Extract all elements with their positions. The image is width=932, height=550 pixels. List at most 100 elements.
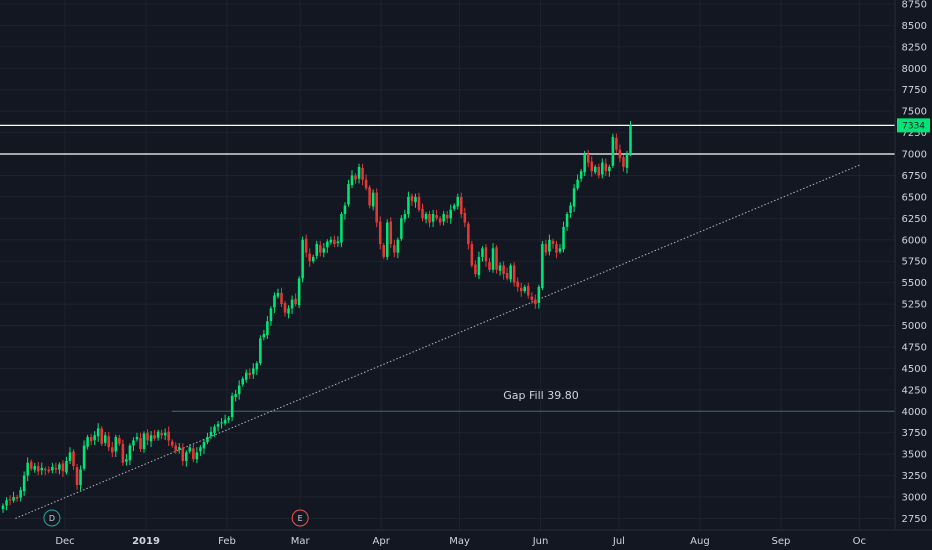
candle-body xyxy=(618,149,622,159)
candle xyxy=(385,219,389,260)
candle-body xyxy=(290,299,294,309)
candle-body xyxy=(237,385,241,395)
candle-body xyxy=(400,218,403,239)
candle xyxy=(195,447,199,464)
candle-body xyxy=(544,244,548,253)
candle xyxy=(36,461,40,476)
candle-body xyxy=(234,394,237,397)
candle-body xyxy=(562,226,565,250)
candle xyxy=(442,210,445,226)
candle-body xyxy=(297,278,301,306)
candle xyxy=(29,459,33,471)
candle xyxy=(125,454,128,466)
y-tick-label: 5250 xyxy=(902,300,927,311)
y-tick-label: 4500 xyxy=(902,364,927,375)
candle xyxy=(160,429,163,440)
candle xyxy=(44,466,47,476)
candle-body xyxy=(72,451,75,467)
candle xyxy=(467,221,470,250)
candle-body xyxy=(269,308,273,322)
candle-body xyxy=(512,265,516,283)
candle-body xyxy=(47,469,51,472)
candle xyxy=(308,248,311,267)
candle-body xyxy=(431,214,435,222)
time-axis[interactable]: Dec 2019 Feb Mar Apr May Jun Jul Aug Sep Oc xyxy=(55,536,866,547)
candle-body xyxy=(308,253,311,262)
candle xyxy=(601,158,604,179)
candle xyxy=(12,491,15,503)
candle xyxy=(128,443,132,466)
candle-body xyxy=(241,378,244,385)
candle-body xyxy=(163,432,167,436)
candle-body xyxy=(523,286,527,292)
x-tick-label: May xyxy=(449,536,470,547)
candle-body xyxy=(477,256,481,276)
candle xyxy=(572,184,576,213)
candle-body xyxy=(481,248,484,257)
candle-body xyxy=(40,467,44,471)
event-marker: E xyxy=(291,509,309,527)
y-tick-label: 7500 xyxy=(902,107,927,118)
candle xyxy=(269,306,273,326)
candle xyxy=(329,236,333,245)
candle-body xyxy=(199,447,202,452)
candle-body xyxy=(244,372,248,380)
candle xyxy=(276,288,280,299)
candle-body xyxy=(209,431,213,436)
candle-body xyxy=(111,447,114,453)
candle xyxy=(206,432,209,445)
candle-body xyxy=(93,435,96,441)
candle-body xyxy=(615,137,618,150)
candle xyxy=(103,432,107,446)
x-tick-label: Aug xyxy=(690,536,710,547)
candle xyxy=(33,462,36,473)
candle xyxy=(114,434,118,457)
event-marker-letter: E xyxy=(298,514,303,523)
candle-body xyxy=(350,175,354,186)
candle-body xyxy=(86,436,89,447)
candle xyxy=(523,284,527,294)
candle xyxy=(304,234,308,258)
candle-body xyxy=(12,497,15,501)
candle-body xyxy=(146,432,149,441)
price-axis[interactable]: 2750 3000 3250 3500 3750 4000 4250 4500 4750 5000… xyxy=(902,0,927,525)
candle-body xyxy=(414,196,417,203)
candle-body xyxy=(583,154,586,173)
x-tick-label: Dec xyxy=(55,536,74,547)
candle xyxy=(615,133,618,153)
candle-body xyxy=(505,273,509,279)
candle-body xyxy=(118,438,121,444)
candle-body xyxy=(484,247,488,262)
candle-body xyxy=(537,286,541,304)
candle xyxy=(590,156,593,177)
candle-body xyxy=(19,490,22,498)
candle-body xyxy=(456,196,460,207)
candle-body xyxy=(576,179,579,189)
y-tick-label: 8000 xyxy=(902,64,927,75)
candle xyxy=(213,424,216,437)
candle-body xyxy=(579,171,583,179)
candle-body xyxy=(593,166,597,173)
event-marker-letter: D xyxy=(49,514,55,523)
candle xyxy=(343,202,347,220)
candle xyxy=(319,240,322,257)
candle-body xyxy=(223,419,227,424)
candle xyxy=(234,389,237,402)
candle xyxy=(227,415,230,423)
candle xyxy=(495,245,498,274)
candle xyxy=(393,239,396,258)
candle xyxy=(301,236,304,283)
candle-body xyxy=(534,299,537,305)
candle xyxy=(491,243,495,273)
candle-body xyxy=(417,196,421,210)
candle-body xyxy=(590,161,593,172)
candle xyxy=(569,202,572,218)
candle xyxy=(132,437,135,452)
candle-body xyxy=(230,395,234,418)
candle-body xyxy=(8,499,12,501)
candle xyxy=(586,149,590,168)
candle xyxy=(146,429,149,446)
candle-body xyxy=(142,433,146,449)
candle-body xyxy=(361,167,364,180)
